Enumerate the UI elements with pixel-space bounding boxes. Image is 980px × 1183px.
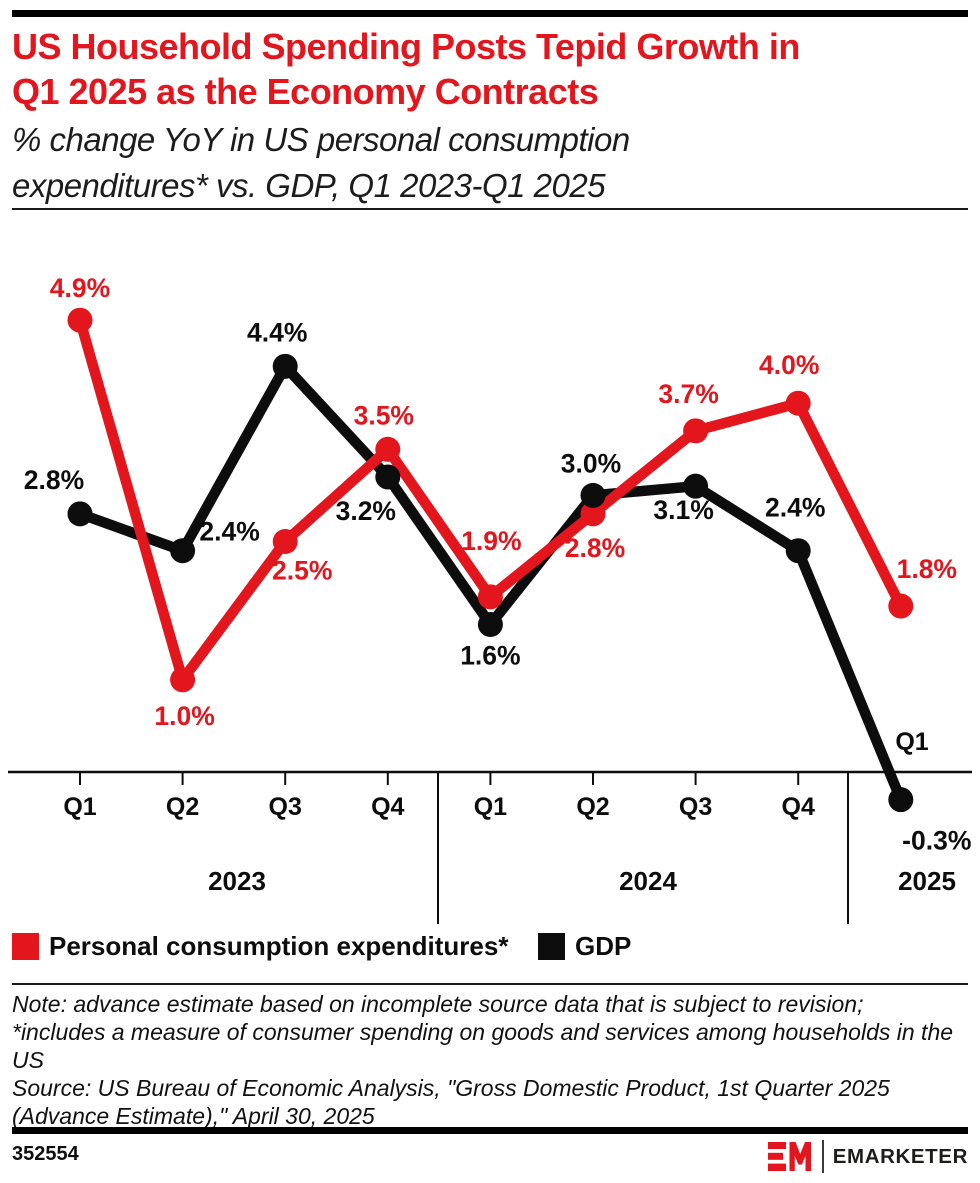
notes-divider: [12, 983, 968, 985]
x-tick-label: Q1: [63, 793, 96, 821]
chart-subtitle: % change YoY in US personal consumption …: [12, 117, 962, 209]
gdp-value-label: 3.0%: [561, 448, 621, 478]
pce-point: [67, 307, 93, 333]
gdp-point: [683, 473, 709, 499]
x-tick-label: Q3: [269, 793, 302, 821]
pce-point: [683, 418, 709, 444]
gdp-point: [375, 464, 401, 490]
pce-value-label: 1.9%: [461, 526, 521, 556]
gdp-value-label: 2.4%: [765, 493, 825, 523]
pce-point: [170, 667, 196, 693]
header-divider: [12, 208, 968, 210]
page-title: US Household Spending Posts Tepid Growth…: [12, 24, 962, 114]
gdp-point: [888, 787, 914, 813]
gdp-legend-swatch: [538, 933, 565, 960]
legend-item-pce: Personal consumption expenditures*: [12, 931, 508, 962]
note-line: Note: advance estimate based on incomple…: [12, 991, 864, 1017]
notes-block: Note: advance estimate based on incomple…: [12, 990, 968, 1130]
em-logo-mark: [767, 1142, 811, 1171]
gdp-point: [580, 482, 606, 508]
title-line-1: US Household Spending Posts Tepid Growth…: [12, 26, 800, 67]
gdp-point: [170, 538, 196, 564]
pce-value-label: 2.8%: [565, 533, 625, 563]
gdp-point: [785, 538, 811, 564]
emarketer-logo: EMARKETER: [767, 1140, 968, 1173]
gdp-point: [67, 501, 93, 527]
gdp-legend-label: GDP: [575, 931, 632, 961]
source-line: (Advance Estimate)," April 30, 2025: [12, 1103, 375, 1129]
year-label: 2023: [208, 866, 266, 896]
pce-point: [888, 593, 914, 619]
pce-value-label: 1.8%: [897, 554, 957, 584]
pce-legend-label: Personal consumption expenditures*: [49, 931, 509, 961]
note-line: US: [12, 1047, 44, 1073]
line-chart: Q1 Q2 Q3 Q4 Q1 Q2 Q3 Q4 Q1 2023 2024 2025 2.8% 2.4% 4.…: [8, 273, 972, 924]
pce-legend-swatch: [12, 933, 39, 960]
source-line: Source: US Bureau of Economic Analysis, …: [12, 1075, 890, 1101]
gdp-line: [74, 361, 907, 805]
pce-value-label: 2.5%: [272, 556, 332, 586]
footer-bar: [12, 1127, 968, 1134]
x-tick-label: Q4: [782, 793, 815, 821]
pce-point: [272, 529, 298, 554]
logo-separator: [821, 1140, 824, 1173]
gdp-value-label: 2.8%: [24, 465, 84, 495]
year-label: 2024: [619, 866, 677, 896]
gdp-value-label: 4.4%: [247, 317, 307, 347]
pce-point: [477, 584, 503, 610]
gdp-value-label: 3.2%: [336, 496, 396, 526]
chart-id: 352554: [12, 1143, 79, 1165]
title-line-2: Q1 2025 as the Economy Contracts: [12, 71, 599, 112]
pce-point: [785, 390, 811, 416]
year-label: 2025: [898, 866, 956, 896]
legend-item-gdp: GDP: [538, 931, 631, 962]
pce-value-label: 4.0%: [759, 350, 819, 380]
gdp-point: [477, 611, 503, 637]
subtitle-line-1: % change YoY in US personal consumption: [12, 121, 630, 158]
note-line: *includes a measure of consumer spending…: [12, 1019, 954, 1045]
top-bar: [12, 10, 968, 17]
pce-value-label: 4.9%: [50, 273, 110, 303]
pce-value-label: 3.7%: [658, 379, 718, 409]
subtitle-line-2: expenditures* vs. GDP, Q1 2023-Q1 2025: [12, 167, 606, 204]
x-tick-label: Q1: [895, 728, 928, 756]
gdp-point: [272, 353, 298, 379]
x-tick-label: Q1: [474, 793, 507, 821]
x-tick-label: Q2: [576, 793, 609, 821]
gdp-value-label: 1.6%: [460, 640, 520, 670]
gdp-value-label: 2.4%: [199, 517, 259, 547]
x-tick-label: Q4: [371, 793, 404, 821]
pce-value-label: 1.0%: [154, 701, 214, 731]
brand-name: EMARKETER: [832, 1144, 968, 1168]
pce-point: [375, 436, 401, 462]
pce-value-label: 3.5%: [354, 400, 414, 430]
x-tick-label: Q2: [166, 793, 199, 821]
pce-point: [580, 501, 606, 527]
gdp-value-label: 3.1%: [653, 495, 713, 525]
x-tick-label: Q3: [679, 793, 712, 821]
gdp-value-label: -0.3%: [902, 826, 971, 856]
